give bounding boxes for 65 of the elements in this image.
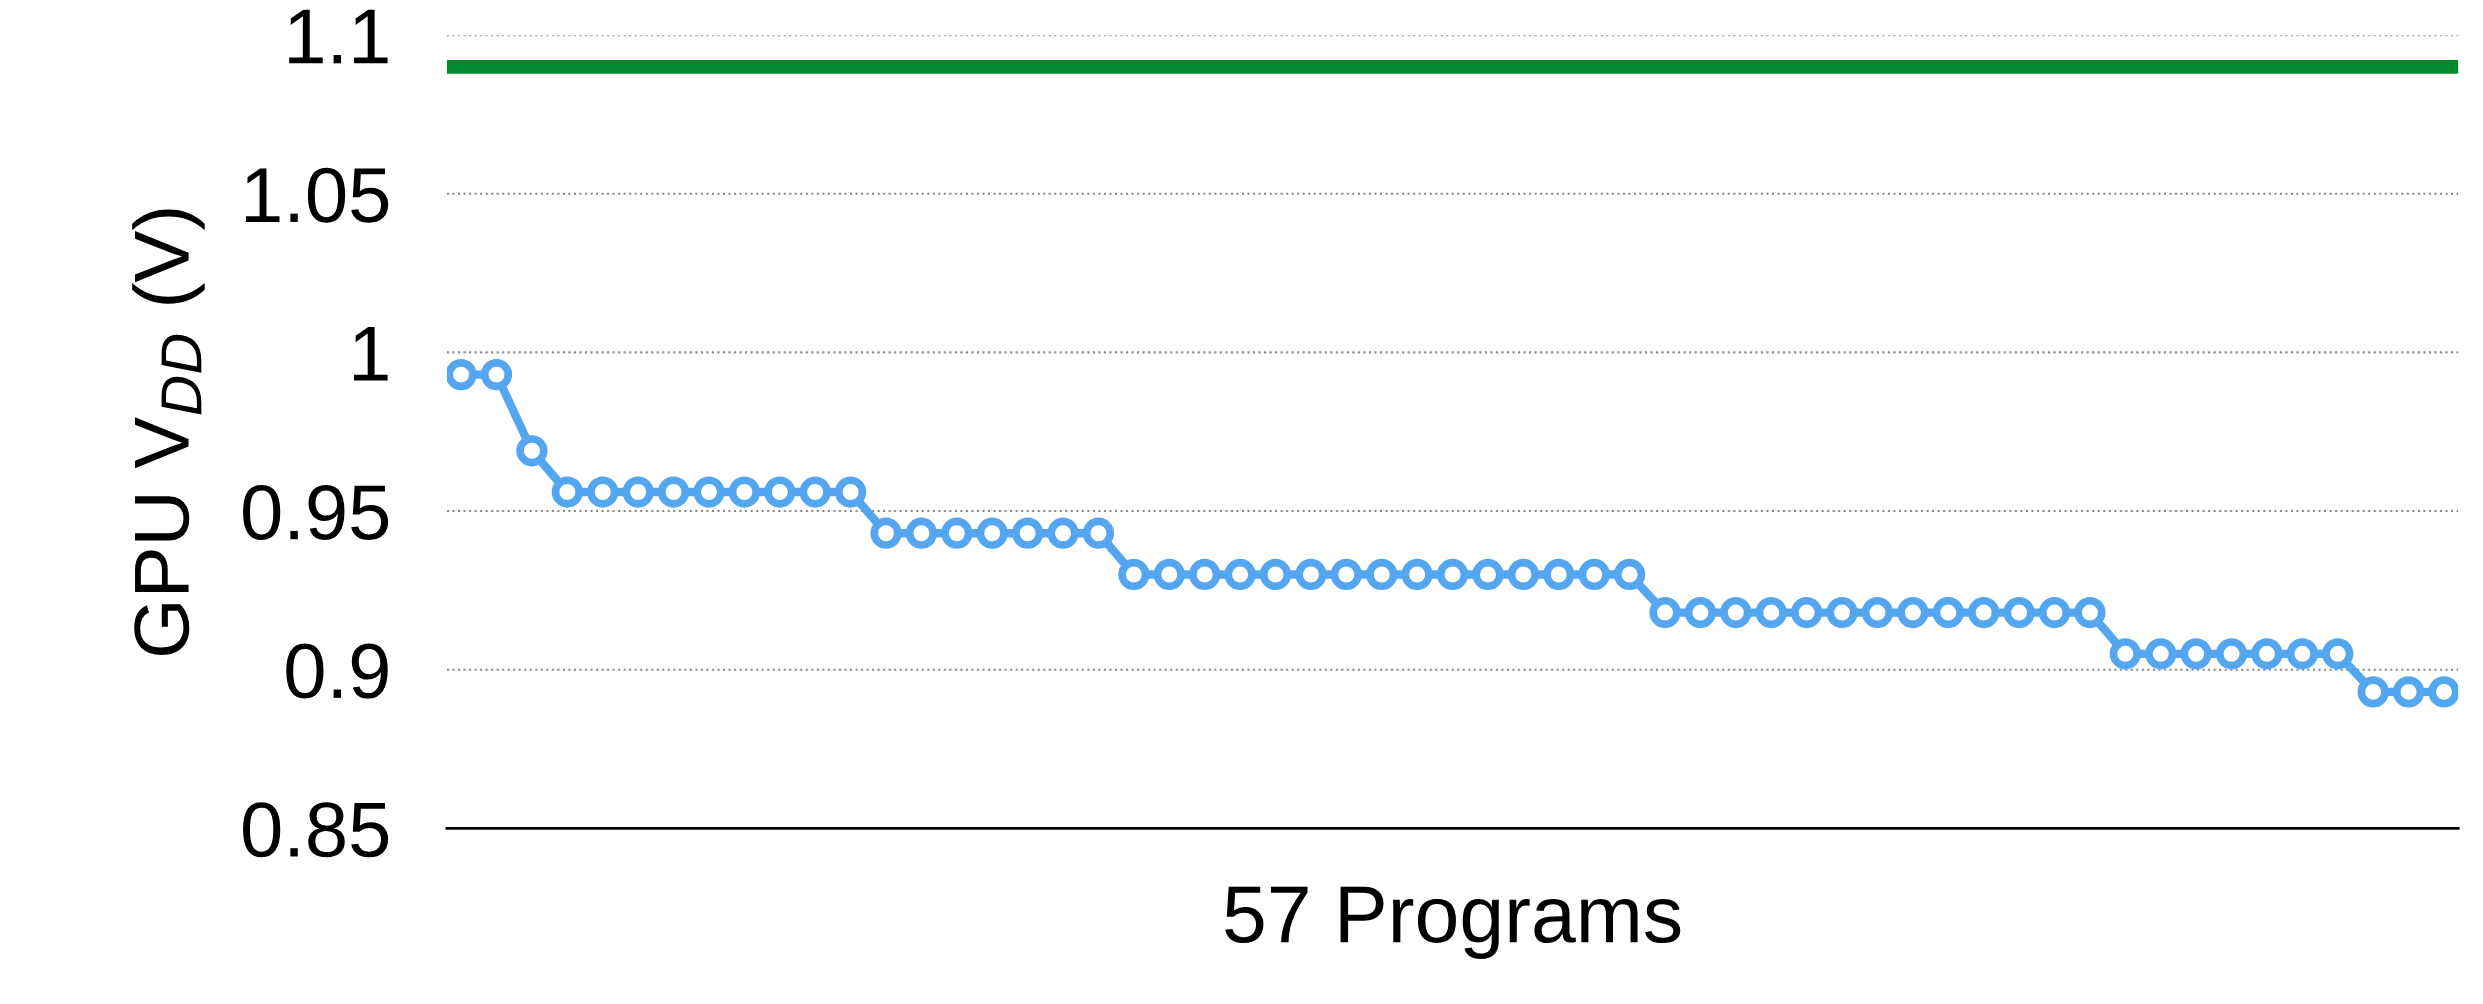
point [1401, 558, 1433, 591]
point [1366, 558, 1398, 591]
point [551, 476, 583, 508]
y-tick-label: 0.85 [243, 802, 389, 858]
point [1436, 558, 1469, 591]
point [799, 476, 831, 508]
x-axis-title: 57 Programs [1225, 886, 1681, 959]
point [1861, 596, 1894, 629]
point [2180, 638, 2212, 670]
point [1897, 596, 1929, 629]
point [516, 435, 548, 467]
point [764, 476, 796, 508]
point [728, 476, 760, 508]
point [1082, 517, 1115, 549]
point [1259, 558, 1292, 591]
y-tick-label: 1 [354, 327, 388, 381]
point [1684, 596, 1717, 629]
point [2215, 638, 2248, 670]
point [1330, 558, 1362, 591]
point [1826, 596, 1858, 629]
point [834, 476, 867, 508]
point [1649, 596, 1681, 629]
point [1791, 596, 1823, 629]
point [1720, 596, 1752, 629]
point [446, 358, 477, 391]
point [1543, 558, 1575, 591]
point [2038, 596, 2071, 629]
point [1189, 558, 1221, 591]
point [1932, 596, 1964, 629]
point [1153, 558, 1185, 591]
point [1118, 558, 1150, 591]
y-tick-label: 1.05 [245, 167, 389, 223]
point [1613, 558, 1646, 591]
point [2109, 638, 2141, 670]
point [2357, 676, 2389, 708]
point [941, 517, 973, 549]
y-axis-title: GPU V$_{DD}$ (V) [132, 209, 205, 655]
point [693, 476, 725, 508]
point [1507, 558, 1539, 591]
point [587, 476, 619, 508]
point [480, 358, 513, 391]
point [1012, 517, 1044, 549]
point [1472, 558, 1504, 591]
point [2251, 638, 2283, 670]
y-tick-label: 0.95 [243, 484, 389, 540]
point [1047, 517, 1079, 549]
point [622, 476, 654, 508]
point [1755, 596, 1787, 629]
point [976, 517, 1008, 549]
point [2074, 596, 2106, 629]
point [1578, 558, 1610, 591]
point [905, 517, 938, 549]
point [2428, 676, 2459, 708]
point [2286, 638, 2318, 670]
point [2145, 638, 2177, 670]
point [1295, 558, 1327, 591]
point [2322, 638, 2354, 670]
point [870, 517, 902, 549]
point [1968, 596, 2000, 629]
point [2003, 596, 2035, 629]
y-tick-label: 1.1 [289, 9, 388, 64]
point [657, 476, 690, 508]
point [1224, 558, 1256, 591]
y-tick-label: 0.9 [286, 643, 388, 699]
point [2392, 676, 2425, 708]
